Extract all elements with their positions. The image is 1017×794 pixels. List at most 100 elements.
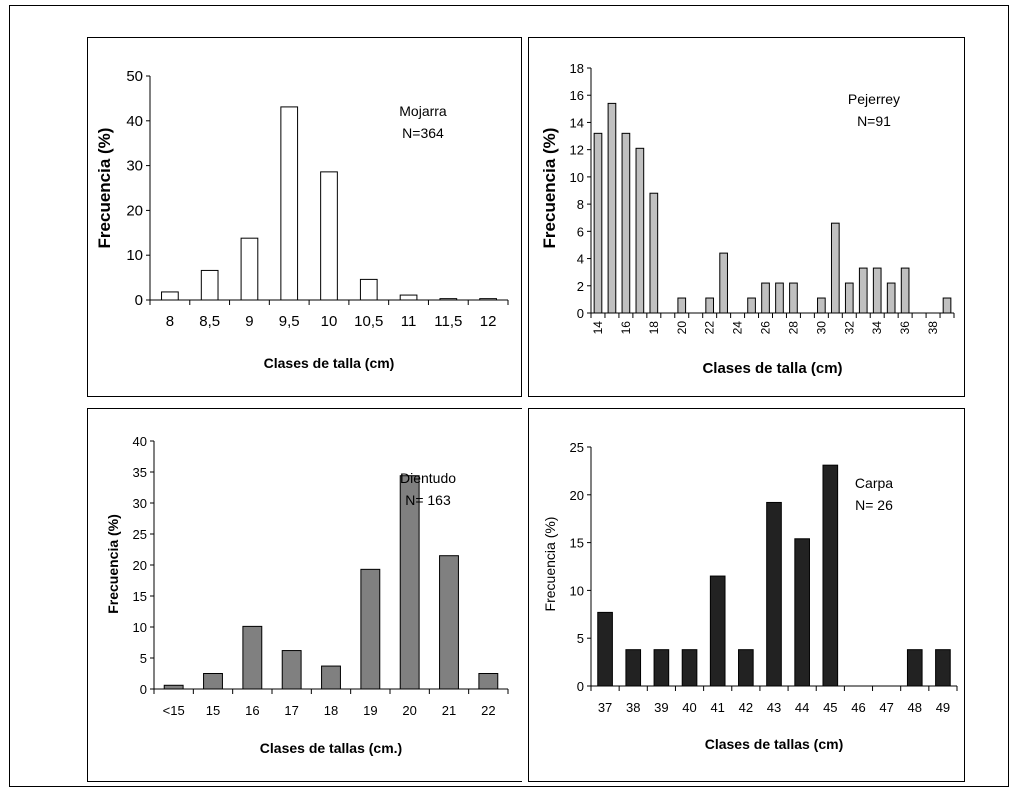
y-tick-label: 10 [126,247,143,264]
x-tick-label: 48 [908,700,922,715]
x-tick-label: 18 [647,321,661,335]
bar-9 [240,237,259,301]
bar-41 [709,575,726,687]
bar-34 [872,267,882,314]
x-tick-label: 20 [675,321,689,335]
chart-dientudo: 0 5 10 15 20 25 30 35 40 <15 15 16 17 18 19 20 21 22 Clase… [105,434,509,756]
chart-carpa: 0 5 10 15 20 25 37 38 39 40 41 42 43 44 45 46 47 48 49 Clas… [542,440,958,752]
bar-20 [677,297,687,314]
x-axis-label: Clases de tallas (cm.) [260,740,402,756]
y-tick-label: 25 [133,527,147,542]
x-tick-label: 8,5 [199,313,220,330]
bar-42 [738,649,754,687]
bar-25 [747,297,756,314]
bar-11 [399,294,418,301]
bar-43 [766,501,782,687]
chart-mojarra: 0 10 20 30 40 50 8 8,5 9 9,5 10 10,5 11 11,5 12 Clases … [95,68,509,371]
bar-39 [653,649,670,687]
y-tick-label: 10 [570,583,584,598]
bar-49 [935,649,951,687]
bar-27 [775,282,784,314]
y-tick-label: 16 [570,88,584,103]
y-axis-label: Frecuencia (%) [542,517,558,612]
chart-panel-mojarra: 0 10 20 30 40 50 8 8,5 9 9,5 10 10,5 11 11,5 12 Clases … [87,37,522,397]
bar-15 [607,102,617,314]
y-tick-label: 35 [133,465,147,480]
x-tick-label: 17 [284,703,298,718]
species-label-dientudo: Dientudo [400,470,456,486]
bar-<15 [163,684,184,690]
bar-38 [625,649,642,687]
chart-panel-dientudo: 0 5 10 15 20 25 30 35 40 <15 15 16 17 18 19 20 21 22 Clase… [87,408,522,782]
bar-9,5 [280,106,299,301]
y-axis-label: Frecuencia (%) [540,128,559,249]
x-tick-label: 11 [401,313,417,330]
bar-18 [321,665,341,690]
sample-size-label: N=91 [857,113,891,129]
bar-26 [761,282,770,314]
x-axis-label: Clases de talla (cm) [702,360,842,377]
y-tick-label: 15 [133,589,147,604]
y-tick-label: 40 [126,113,143,130]
x-axis-label: Clases de tallas (cm) [705,736,844,752]
x-tick-label: 9,5 [279,313,300,330]
bar-39 [942,297,952,314]
x-tick-label: 9 [245,313,253,330]
y-tick-label: 8 [577,197,584,212]
x-tick-label: 10 [321,313,338,330]
bar-28 [789,282,798,314]
bar-22 [478,673,499,690]
bar-17 [281,650,302,690]
bar-23 [719,252,728,314]
bar-21 [439,555,459,690]
bar-35 [886,282,896,314]
x-tick-label: 34 [870,321,884,335]
x-tick-label: <15 [163,703,185,718]
bar-30 [817,297,826,314]
species-label-mojarra: Mojarra [399,103,447,119]
x-tick-label: 28 [786,321,800,335]
bar-16 [242,625,263,690]
x-tick-label: 38 [626,700,640,715]
bar-15 [203,673,223,690]
bar-18 [649,192,659,314]
bar-31 [830,222,840,314]
bar-33 [858,267,868,314]
sample-size-label: N=364 [402,125,444,141]
y-tick-label: 10 [570,170,584,185]
x-tick-label: 22 [481,703,495,718]
bar-37 [597,611,613,687]
y-tick-label: 0 [577,306,584,321]
x-tick-label: 46 [851,700,865,715]
x-tick-label: 39 [654,700,668,715]
bar-40 [681,649,698,687]
x-tick-label: 37 [598,700,612,715]
x-tick-label: 19 [363,703,377,718]
x-tick-label: 16 [619,321,633,335]
y-tick-label: 2 [577,279,584,294]
y-tick-label: 25 [570,440,584,455]
bar-36 [900,267,910,314]
x-tick-label: 21 [442,703,456,718]
y-tick-label: 5 [140,651,147,666]
y-tick-label: 14 [570,115,584,130]
x-tick-label: 22 [703,321,717,335]
y-axis-label: Frecuencia (%) [105,514,121,614]
x-tick-label: 38 [926,321,940,335]
bar-20 [399,475,420,690]
y-tick-label: 15 [570,536,584,551]
x-tick-label: 11,5 [434,313,462,330]
x-tick-label: 49 [936,700,950,715]
species-label-pejerrey: Pejerrey [848,91,900,107]
bar-10 [320,171,338,301]
x-tick-label: 8 [166,313,174,330]
bar-48 [906,649,923,687]
x-tick-label: 43 [767,700,781,715]
x-tick-label: 15 [206,703,220,718]
x-tick-label: 47 [879,700,893,715]
y-tick-label: 0 [140,682,147,697]
x-tick-label: 20 [402,703,416,718]
bar-44 [794,538,810,687]
x-tick-label: 14 [591,321,605,335]
x-axis-label: Clases de talla (cm) [264,355,395,371]
